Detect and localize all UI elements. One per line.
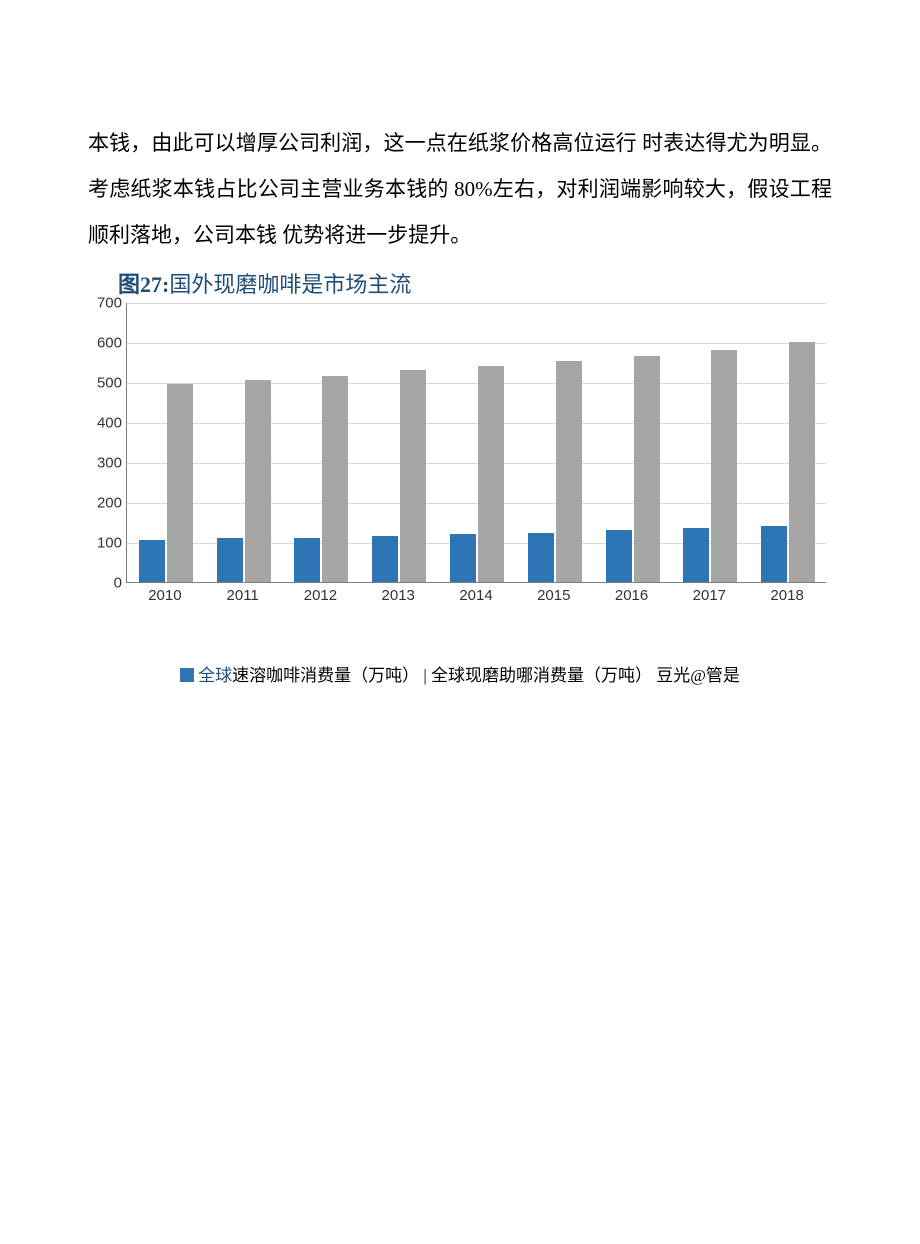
bar-group bbox=[139, 384, 193, 582]
legend-item-b: 全球现磨助哪消费量（万吨） bbox=[431, 666, 652, 685]
bar bbox=[711, 350, 737, 582]
bar bbox=[139, 540, 165, 582]
legend-item-a-rest: 速溶咖啡消费量（万吨） bbox=[232, 666, 419, 685]
y-tick: 600 bbox=[97, 334, 122, 351]
y-tick: 400 bbox=[97, 414, 122, 431]
bar bbox=[372, 536, 398, 581]
bar bbox=[789, 342, 815, 581]
bar bbox=[450, 534, 476, 582]
bar-group bbox=[372, 370, 426, 581]
bar bbox=[761, 526, 787, 582]
bar bbox=[556, 361, 582, 582]
x-label: 2018 bbox=[770, 587, 803, 604]
x-label: 2015 bbox=[537, 587, 570, 604]
grid-line bbox=[127, 303, 826, 304]
x-label: 2011 bbox=[227, 587, 259, 604]
y-tick: 0 bbox=[114, 574, 122, 591]
y-axis: 0100200300400500600700 bbox=[84, 303, 126, 583]
bar bbox=[528, 533, 554, 582]
x-label: 2017 bbox=[693, 587, 726, 604]
x-label: 2013 bbox=[382, 587, 415, 604]
legend: 全球速溶咖啡消费量（万吨） | 全球现磨助哪消费量（万吨） 豆光@管是 bbox=[88, 661, 832, 686]
bar-group bbox=[606, 356, 660, 582]
bar-chart: 0100200300400500600700 20102011201220132… bbox=[84, 303, 828, 613]
bar-group bbox=[683, 350, 737, 582]
bar bbox=[606, 530, 632, 581]
legend-tail: 豆光@管是 bbox=[652, 666, 740, 685]
bar bbox=[217, 538, 243, 581]
y-tick: 500 bbox=[97, 374, 122, 391]
bar bbox=[322, 376, 348, 582]
plot-area bbox=[126, 303, 826, 583]
bar-group bbox=[450, 366, 504, 582]
bar bbox=[294, 538, 320, 582]
x-label: 2012 bbox=[304, 587, 337, 604]
grid-line bbox=[127, 343, 826, 344]
bar bbox=[245, 380, 271, 582]
bar bbox=[400, 370, 426, 581]
chart-title-text: 国外现磨咖啡是市场主流 bbox=[169, 272, 411, 297]
bar bbox=[478, 366, 504, 582]
legend-blue-word: 全球 bbox=[198, 666, 232, 685]
y-tick: 200 bbox=[97, 494, 122, 511]
chart-title: 图27:国外现磨咖啡是市场主流 bbox=[118, 267, 832, 299]
x-label: 2016 bbox=[615, 587, 648, 604]
bar-group bbox=[761, 342, 815, 581]
y-tick: 700 bbox=[97, 294, 122, 311]
bar-group bbox=[294, 376, 348, 582]
bar-group bbox=[528, 361, 582, 582]
legend-sep: | bbox=[419, 666, 431, 685]
bar bbox=[634, 356, 660, 582]
body-paragraph: 本钱，由此可以增厚公司利润，这一点在纸浆价格高位运行 时表达得尤为明显。考虑纸浆… bbox=[88, 120, 832, 259]
y-tick: 300 bbox=[97, 454, 122, 471]
chart-title-prefix: 图27: bbox=[118, 272, 169, 297]
bar-group bbox=[217, 380, 271, 582]
y-tick: 100 bbox=[97, 534, 122, 551]
x-axis-labels: 2010 2011 2012 2013 2014 2015 2016 2017 2018 bbox=[126, 587, 826, 607]
legend-swatch-a bbox=[180, 668, 194, 682]
x-label: 2010 bbox=[148, 587, 181, 604]
bar bbox=[683, 528, 709, 582]
bar bbox=[167, 384, 193, 582]
x-label: 2014 bbox=[459, 587, 492, 604]
